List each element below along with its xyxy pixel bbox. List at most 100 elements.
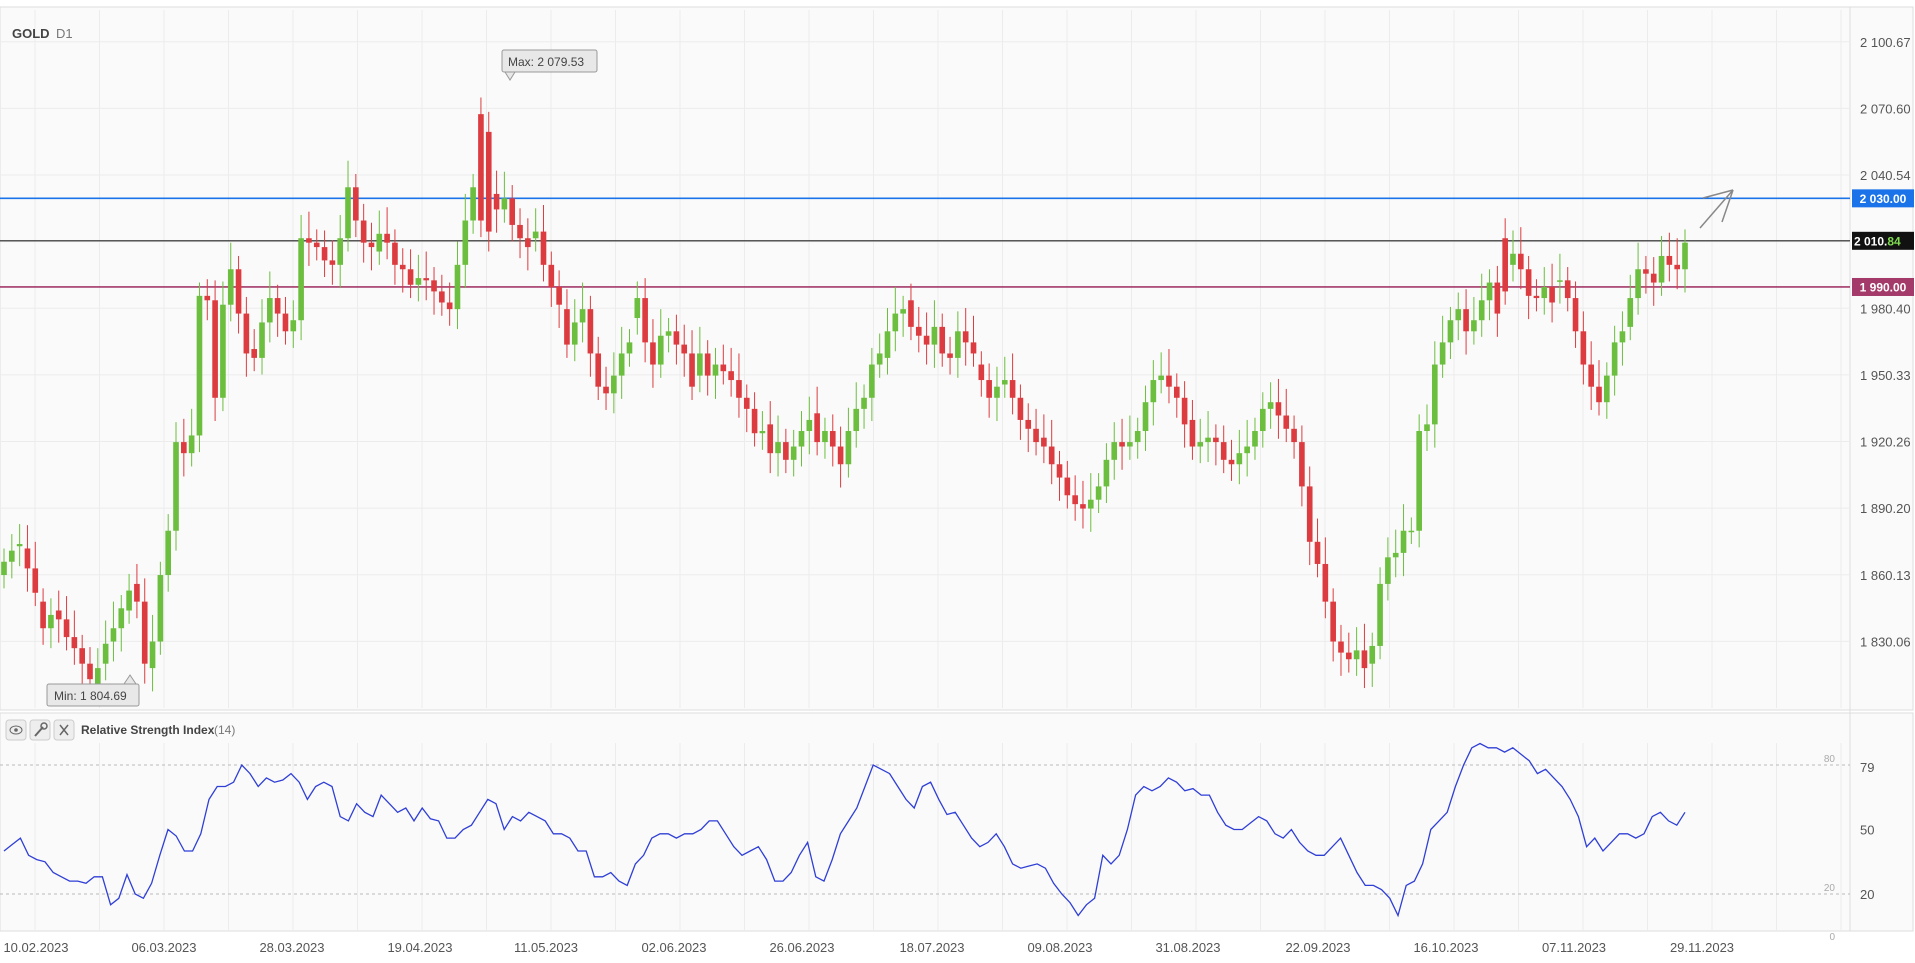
rsi-eye-button[interactable] [5,719,27,741]
candle[interactable] [681,324,688,377]
candle[interactable] [1619,311,1626,366]
candle[interactable] [611,352,617,414]
candle[interactable] [759,411,766,450]
candle[interactable] [1095,473,1102,514]
candle[interactable] [884,308,891,375]
candle[interactable] [618,326,625,399]
candle[interactable] [204,279,211,321]
candle[interactable] [1463,289,1469,355]
candle[interactable] [439,274,445,316]
candle[interactable] [743,384,750,433]
candle[interactable] [454,241,461,330]
candle[interactable] [212,280,218,422]
candle[interactable] [736,353,742,418]
candle[interactable] [1408,517,1415,545]
candle[interactable] [978,351,985,397]
candle[interactable] [1478,273,1485,337]
candle[interactable] [689,330,695,400]
candle[interactable] [1299,425,1305,507]
candle[interactable] [1127,415,1133,460]
candle[interactable] [1103,443,1110,504]
candle[interactable] [1533,279,1540,312]
candle[interactable] [564,289,570,358]
candle[interactable] [1017,384,1024,440]
candle[interactable] [1244,419,1250,477]
trend-arrow-icon[interactable] [1699,189,1734,229]
candle[interactable] [1557,253,1563,304]
candle[interactable] [345,160,351,252]
candle[interactable] [102,620,109,681]
candle[interactable] [1588,341,1594,410]
candles[interactable] [1,97,1688,703]
candle[interactable] [1400,504,1407,577]
candle[interactable] [40,588,46,645]
candle[interactable] [509,185,516,242]
candle[interactable] [1596,360,1602,416]
candle[interactable] [1142,385,1149,451]
candle[interactable] [32,541,39,607]
candle[interactable] [1439,315,1446,378]
candle[interactable] [1119,418,1125,470]
candle[interactable] [650,319,656,388]
candle[interactable] [1447,306,1454,359]
candle[interactable] [1572,281,1579,348]
candle[interactable] [1502,218,1508,305]
candle[interactable] [1025,403,1032,453]
candle[interactable] [384,207,390,260]
candle[interactable] [9,534,15,579]
candle[interactable] [994,366,1000,422]
candle[interactable] [141,578,148,684]
candle[interactable] [1252,417,1258,460]
candle[interactable] [227,242,234,322]
candle[interactable] [1322,537,1329,619]
candle[interactable] [1048,419,1055,485]
candle[interactable] [1189,399,1196,460]
candle[interactable] [1197,418,1204,464]
candle[interactable] [556,270,562,328]
candle[interactable] [900,295,906,337]
candle[interactable] [955,311,961,378]
candle[interactable] [1330,588,1336,662]
candle[interactable] [939,313,946,367]
candle[interactable] [1580,311,1587,385]
candle[interactable] [915,306,922,353]
candle[interactable] [892,286,899,352]
candle[interactable] [55,590,62,643]
candle[interactable] [470,173,476,234]
candle[interactable] [1283,388,1290,443]
candle[interactable] [587,295,594,377]
candle[interactable] [1345,632,1352,673]
candle[interactable] [1431,341,1438,448]
candle[interactable] [1306,466,1313,566]
candle[interactable] [16,524,23,567]
rsi-close-button[interactable] [53,719,75,741]
candle[interactable] [1564,267,1571,312]
candle[interactable] [392,229,398,285]
candle[interactable] [1525,255,1532,320]
candle[interactable] [657,309,664,378]
candle[interactable] [517,208,523,259]
candle[interactable] [673,314,680,365]
candle[interactable] [118,594,125,652]
candle[interactable] [908,283,914,341]
candle[interactable] [1064,460,1071,509]
candle[interactable] [313,229,320,261]
candle[interactable] [337,214,344,289]
candle[interactable] [1517,227,1524,290]
candle[interactable] [290,300,297,348]
candle[interactable] [1220,425,1227,474]
candle[interactable] [1541,267,1548,315]
candle[interactable] [1228,439,1235,481]
candle[interactable] [548,251,555,307]
candle[interactable] [1643,255,1649,294]
candle[interactable] [665,318,672,353]
candle[interactable] [853,382,860,448]
candle[interactable] [861,384,867,429]
candle[interactable] [634,281,641,335]
candle[interactable] [173,422,179,551]
candle[interactable] [970,315,977,367]
candle[interactable] [1603,362,1610,419]
candle[interactable] [1033,408,1039,456]
candle[interactable] [181,418,187,477]
candle[interactable] [642,278,648,363]
